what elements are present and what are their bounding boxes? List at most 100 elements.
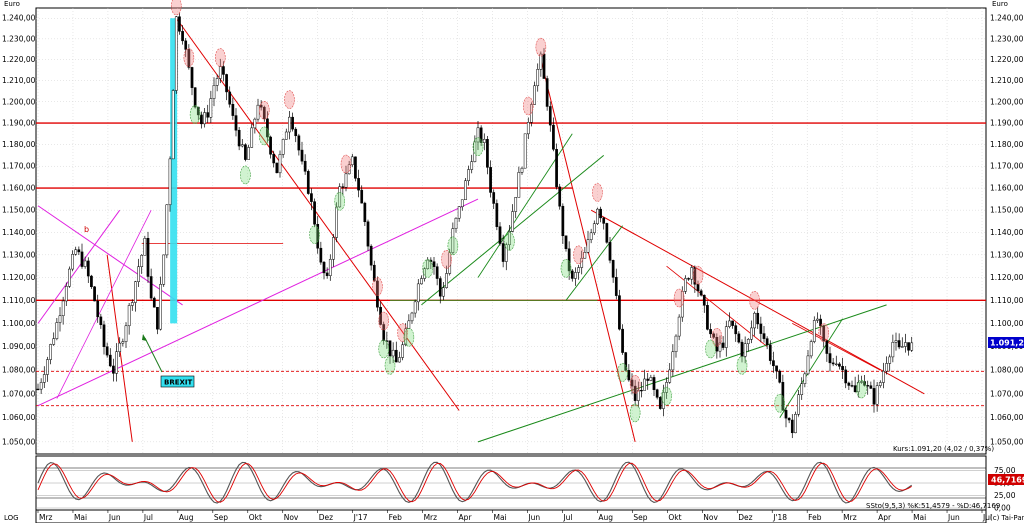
y-tick-label-left: 1.100,00 <box>2 319 36 328</box>
candle-body <box>225 74 228 93</box>
swing-low-marker <box>705 339 716 359</box>
oscillator-value-box <box>988 474 1024 485</box>
candle-body <box>93 286 96 302</box>
candle-body <box>42 374 46 383</box>
candle-body <box>445 273 448 288</box>
candle-body <box>218 66 222 79</box>
x-tick-label: Mrz <box>843 513 857 522</box>
candle-body <box>797 394 800 415</box>
swing-low-marker <box>661 386 672 406</box>
swing-high-marker <box>397 323 408 342</box>
candle-body <box>558 186 562 207</box>
swing-low-marker <box>403 327 415 347</box>
candle-body <box>435 266 439 279</box>
trendline <box>565 225 623 301</box>
oscillator-label: SSto(9,5,3) %K:51,4579 - %D:46,7169 <box>866 502 1000 510</box>
candle-body <box>423 268 426 279</box>
candle-body <box>605 223 609 243</box>
candle-body <box>168 158 172 206</box>
candle-body <box>759 323 763 334</box>
candle-body <box>55 322 59 339</box>
swing-markers <box>170 0 867 423</box>
y-tick-label-left: 1.130,00 <box>2 250 36 259</box>
candle-body <box>687 278 690 280</box>
candle-body <box>127 305 131 327</box>
candle-body <box>724 326 728 348</box>
candle-body <box>885 363 888 372</box>
candle-body <box>511 211 514 232</box>
x-tick-label: Dez <box>319 513 333 522</box>
swing-high-marker <box>573 245 584 265</box>
swing-low-marker <box>447 236 459 256</box>
candle-body <box>143 238 147 256</box>
candle-body <box>728 320 731 327</box>
candle-body <box>486 139 489 168</box>
candle-body <box>360 189 364 204</box>
y-tick-label-left: 1.060,00 <box>2 413 36 422</box>
last-price-box <box>988 337 1024 348</box>
candle-body <box>706 305 709 330</box>
x-tick-label: J'17 <box>353 513 368 522</box>
candle-body <box>847 382 851 386</box>
candle-body <box>369 245 373 266</box>
candle-body <box>115 351 118 374</box>
candle-body <box>335 206 338 238</box>
candle-body <box>746 339 750 344</box>
candle-body <box>49 344 52 360</box>
candle-body <box>388 340 392 357</box>
candle-body <box>599 208 602 219</box>
y-tick-label-left: 1.170,00 <box>2 162 36 171</box>
candle-body <box>875 385 879 405</box>
candle-body <box>602 217 606 224</box>
candle-body <box>772 360 775 367</box>
candle-body <box>822 325 826 342</box>
candle-body <box>473 141 477 162</box>
candle-body <box>539 53 543 70</box>
candle-body <box>140 255 144 267</box>
candle-body <box>482 139 486 143</box>
candle-body <box>812 320 816 342</box>
candle-body <box>288 116 291 133</box>
xaxis-strip <box>35 509 987 523</box>
candle-body <box>489 167 492 193</box>
candle-body <box>545 78 549 107</box>
y-tick-label-right: 1.130,00 <box>990 250 1024 259</box>
trendline <box>37 205 183 306</box>
candle-body <box>756 312 760 325</box>
candle-body <box>432 261 436 267</box>
swing-high-marker <box>284 90 295 109</box>
candle-body <box>844 369 848 384</box>
candle-body <box>347 164 351 175</box>
copyright: (c) Tai-Pan <box>990 514 1024 522</box>
candle-body <box>64 286 68 302</box>
y-tick-label-left: 1.240,00 <box>2 14 36 23</box>
candle-body <box>787 417 791 421</box>
candle-body <box>750 327 753 340</box>
trendline <box>175 17 460 411</box>
swing-high-marker <box>673 288 685 308</box>
swing-low-marker <box>334 192 346 211</box>
candle-body <box>228 91 232 105</box>
candle-body <box>803 373 807 384</box>
candle-body <box>643 378 646 391</box>
candle-body <box>718 342 722 352</box>
candle-body <box>900 346 904 348</box>
kurs-text: Kurs:1.091,20 (4,02 / 0,37%) <box>893 445 994 453</box>
candle-body <box>841 366 844 371</box>
x-tick-label: Jul <box>562 513 572 522</box>
trendline <box>477 304 887 443</box>
y-tick-label-right: 1.110,00 <box>990 296 1024 305</box>
candle-body <box>344 173 348 188</box>
swing-high-marker <box>522 96 534 116</box>
candle-body <box>413 301 417 314</box>
candle-body <box>36 388 40 391</box>
candle-body <box>306 171 310 194</box>
candle-body <box>806 355 810 375</box>
x-tick-label: Nov <box>703 513 718 522</box>
candle-body <box>555 149 558 188</box>
candle-body <box>630 379 634 387</box>
y-tick-label-left: 1.080,00 <box>2 366 36 375</box>
y-tick-label-right: 1.200,00 <box>990 97 1024 106</box>
candle-body <box>61 300 65 316</box>
